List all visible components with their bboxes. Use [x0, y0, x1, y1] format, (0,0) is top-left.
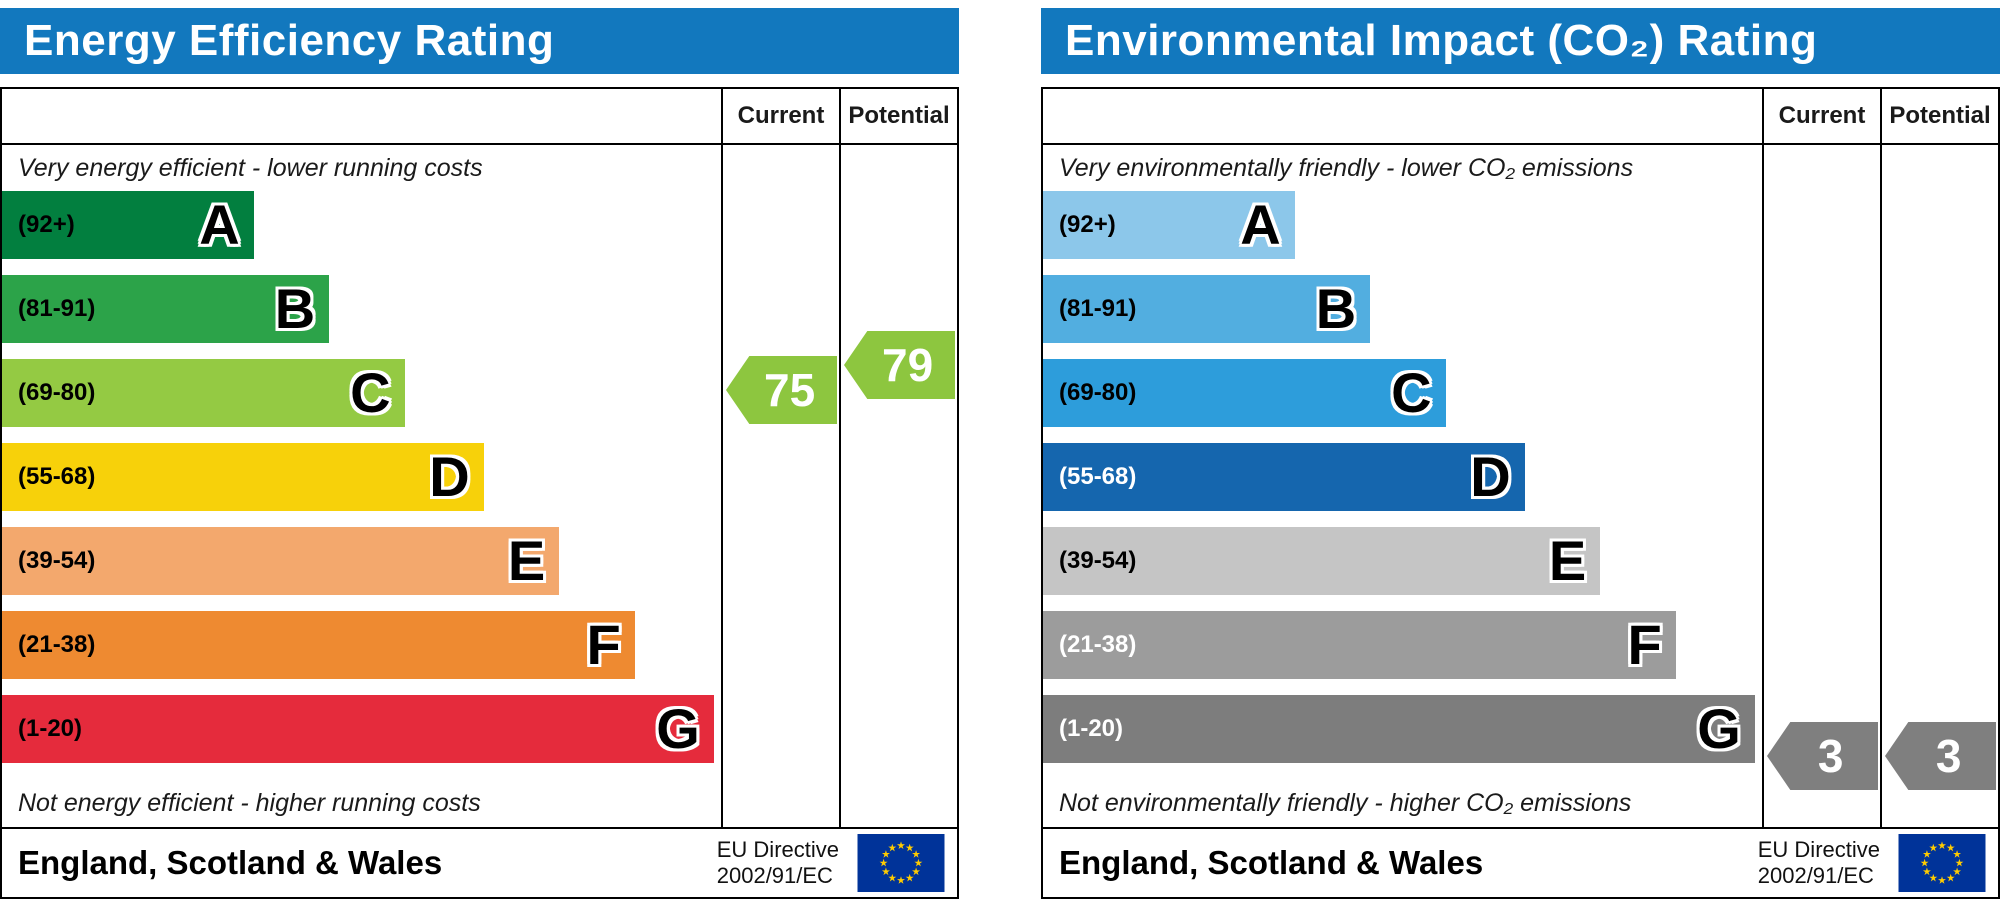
- band-range-label: (69-80): [18, 379, 96, 406]
- eu-directive-label: EU Directive 2002/91/EC: [1758, 837, 1880, 890]
- bands-area: Very environmentally friendly - lower CO…: [1043, 145, 1762, 827]
- rating-band-g: (1-20) G: [2, 695, 714, 763]
- rating-band-f: (21-38) F: [2, 611, 635, 679]
- top-note: Very energy efficient - lower running co…: [18, 153, 483, 182]
- rating-band-b: (81-91) B: [2, 275, 330, 343]
- current-column-header: Current: [1762, 89, 1880, 143]
- eu-flag-icon: [1898, 834, 1986, 892]
- panel-title-bar: Environmental Impact (CO₂) Rating: [1041, 8, 2000, 74]
- rating-bands: (92+) A (81-91) B (69-80) C (55-68) D (39-54) E (2…: [1043, 191, 1762, 779]
- top-note: Very environmentally friendly - lower CO…: [1059, 153, 1634, 182]
- eu-directive-line-1: EU Directive: [716, 836, 839, 862]
- panel-footer: England, Scotland & Wales EU Directive 2…: [2, 827, 957, 897]
- rating-band-g: (1-20) G: [1043, 695, 1755, 763]
- band-letter: E: [1548, 529, 1587, 592]
- band-letter: C: [350, 361, 391, 424]
- eu-flag-stars: [879, 841, 923, 884]
- rating-table: Current Potential Very energy efficient …: [0, 87, 959, 899]
- band-letter: B: [274, 277, 316, 340]
- band-letter: C: [1391, 361, 1432, 424]
- panel-title: Environmental Impact (CO₂) Rating: [1065, 16, 1818, 65]
- rating-band-f: (21-38) F: [1043, 611, 1676, 679]
- band-range-label: (55-68): [1059, 463, 1137, 490]
- region-label: England, Scotland & Wales: [18, 844, 443, 881]
- current-column: 3: [1762, 145, 1880, 827]
- environmental-impact-panel: Environmental Impact (CO₂) Rating Curren…: [1041, 8, 2000, 899]
- eu-directive-label: EU Directive 2002/91/EC: [717, 837, 839, 890]
- band-letter: A: [199, 193, 240, 256]
- current-rating-arrow: 75: [726, 356, 837, 424]
- band-range-label: (92+): [1059, 211, 1116, 238]
- band-range-label: (1-20): [18, 715, 83, 742]
- band-range-label: (69-80): [1059, 379, 1137, 406]
- rating-band-a: (92+) A: [1043, 191, 1295, 259]
- eu-directive-line-1: EU Directive: [1757, 836, 1880, 862]
- eu-directive-line-2: 2002/91/EC: [716, 863, 833, 888]
- rating-band-e: (39-54) E: [2, 527, 560, 595]
- panel-footer: England, Scotland & Wales EU Directive 2…: [1043, 827, 1998, 897]
- band-range-label: (39-54): [18, 547, 96, 574]
- eu-directive-line-2: 2002/91/EC: [1757, 863, 1874, 888]
- band-letter: D: [429, 445, 470, 508]
- potential-rating-arrow: 79: [844, 331, 955, 399]
- potential-column-header: Potential: [839, 89, 957, 143]
- columns-header-spacer: [2, 89, 721, 143]
- potential-column: 79: [839, 145, 957, 827]
- rating-band-b: (81-91) B: [1043, 275, 1371, 343]
- band-letter: B: [1315, 277, 1357, 340]
- eu-flag-icon: [857, 834, 945, 892]
- region-label: England, Scotland & Wales: [1059, 844, 1484, 881]
- rating-band-d: (55-68) D: [2, 443, 484, 511]
- columns-header: Current Potential: [1043, 89, 1998, 145]
- band-range-label: (81-91): [1059, 295, 1137, 322]
- potential-column-header: Potential: [1880, 89, 1998, 143]
- band-range-label: (55-68): [18, 463, 96, 490]
- rating-band-d: (55-68) D: [1043, 443, 1525, 511]
- columns-header: Current Potential: [2, 89, 957, 145]
- rating-band-a: (92+) A: [2, 191, 254, 259]
- bottom-note: Not environmentally friendly - higher CO…: [1059, 788, 1632, 817]
- band-letter: A: [1240, 193, 1281, 256]
- current-column: 75: [721, 145, 839, 827]
- panel-title-bar: Energy Efficiency Rating: [0, 8, 959, 74]
- band-range-label: (92+): [18, 211, 75, 238]
- columns-header-spacer: [1043, 89, 1762, 143]
- rating-chart-area: Very energy efficient - lower running co…: [2, 145, 957, 827]
- bands-area: Very energy efficient - lower running co…: [2, 145, 721, 827]
- potential-column: 3: [1880, 145, 1998, 827]
- rating-band-e: (39-54) E: [1043, 527, 1601, 595]
- current-rating-arrow: 3: [1767, 722, 1878, 790]
- potential-rating-arrow: 3: [1885, 722, 1996, 790]
- band-letter: G: [656, 697, 700, 760]
- band-letter: G: [1697, 697, 1741, 760]
- rating-chart-area: Very environmentally friendly - lower CO…: [1043, 145, 1998, 827]
- rating-band-c: (69-80) C: [1043, 359, 1446, 427]
- current-column-header: Current: [721, 89, 839, 143]
- band-range-label: (1-20): [1059, 715, 1124, 742]
- band-range-label: (21-38): [18, 631, 96, 658]
- band-range-label: (21-38): [1059, 631, 1137, 658]
- band-letter: F: [1627, 613, 1662, 676]
- band-range-label: (81-91): [18, 295, 96, 322]
- energy-efficiency-panel: Energy Efficiency Rating Current Potenti…: [0, 8, 959, 899]
- band-letter: F: [586, 613, 621, 676]
- band-letter: E: [507, 529, 546, 592]
- panel-title: Energy Efficiency Rating: [24, 16, 555, 65]
- rating-table: Current Potential Very environmentally f…: [1041, 87, 2000, 899]
- rating-bands: (92+) A (81-91) B (69-80) C (55-68) D (39-54) E (2…: [2, 191, 721, 779]
- eu-flag-stars: [1920, 841, 1964, 884]
- bottom-note: Not energy efficient - higher running co…: [18, 788, 481, 817]
- band-range-label: (39-54): [1059, 547, 1137, 574]
- band-letter: D: [1470, 445, 1511, 508]
- rating-band-c: (69-80) C: [2, 359, 405, 427]
